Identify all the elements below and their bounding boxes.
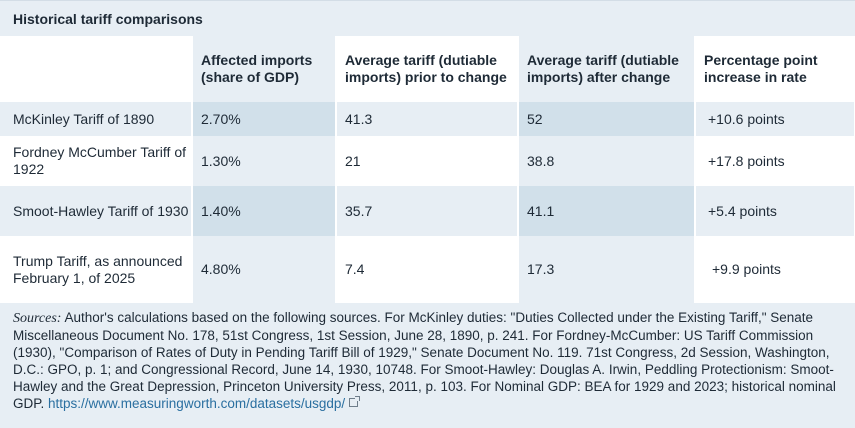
cell-tariff-name: Smoot-Hawley Tariff of 1930 [0, 186, 193, 236]
cell-tariff-name: Fordney McCumber Tariff of 1922 [0, 136, 193, 186]
header-cell-tariff [0, 36, 193, 102]
table-row: Fordney McCumber Tariff of 1922 1.30% 21… [0, 136, 855, 186]
header-cell-point-increase: Percentage point increase in rate [695, 36, 855, 102]
cell-tariff-after: 17.3 [518, 236, 696, 303]
header-cell-tariff-prior: Average tariff (dutiable imports) prior … [336, 36, 519, 102]
measuringworth-link[interactable]: https://www.measuringworth.com/datasets/… [48, 396, 346, 411]
external-link-icon[interactable] [349, 396, 361, 407]
cell-tariff-prior: 35.7 [336, 186, 519, 236]
sources-label: Sources: [13, 311, 62, 326]
table-row: Trump Tariff, as announced February 1, o… [0, 236, 855, 303]
header-row: Affected imports (share of GDP) Average … [0, 36, 855, 102]
cell-affected-imports: 2.70% [192, 102, 337, 136]
cell-point-increase: +5.4 points [695, 186, 855, 236]
cell-tariff-prior: 7.4 [336, 236, 519, 303]
cell-tariff-prior: 41.3 [336, 102, 519, 136]
header-cell-tariff-after: Average tariff (dutiable imports) after … [518, 36, 696, 102]
cell-tariff-prior: 21 [336, 136, 519, 186]
cell-point-increase: +17.8 points [695, 136, 855, 186]
sources-text: Author's calculations based on the follo… [13, 310, 836, 411]
table-row: McKinley Tariff of 1890 2.70% 41.3 52 +1… [0, 102, 855, 136]
cell-affected-imports: 1.30% [192, 136, 337, 186]
table-row: Smoot-Hawley Tariff of 1930 1.40% 35.7 4… [0, 186, 855, 236]
cell-tariff-after: 52 [518, 102, 696, 136]
tariff-table: Affected imports (share of GDP) Average … [0, 36, 855, 303]
cell-tariff-after: 41.1 [518, 186, 696, 236]
cell-affected-imports: 1.40% [192, 186, 337, 236]
title-bar: Historical tariff comparisons [0, 0, 855, 36]
cell-affected-imports: 4.80% [192, 236, 337, 303]
cell-tariff-name: McKinley Tariff of 1890 [0, 102, 193, 136]
cell-tariff-after: 38.8 [518, 136, 696, 186]
table-title: Historical tariff comparisons [13, 11, 203, 27]
cell-tariff-name: Trump Tariff, as announced February 1, o… [0, 236, 193, 303]
header-cell-affected-imports: Affected imports (share of GDP) [192, 36, 337, 102]
cell-point-increase: +9.9 points [695, 236, 855, 303]
cell-point-increase: +10.6 points [695, 102, 855, 136]
sources-note: Sources: Author's calculations based on … [0, 303, 855, 428]
